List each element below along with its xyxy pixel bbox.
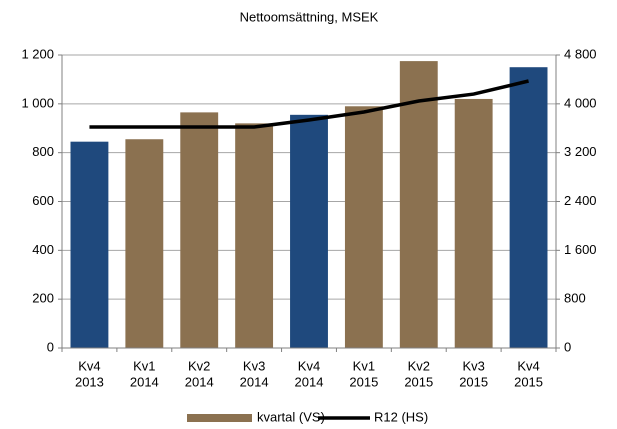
x-tick-label: Kv3 <box>462 358 484 373</box>
bar <box>125 139 164 348</box>
y-tick-label: 0 <box>47 339 54 354</box>
y2-tick-label: 3 200 <box>564 144 597 159</box>
x-tick-label: 2015 <box>514 374 543 389</box>
chart-title: Nettoomsättning, MSEK <box>240 9 379 24</box>
y-tick-label: 200 <box>32 291 54 306</box>
x-tick-label: Kv1 <box>353 358 375 373</box>
y2-tick-label: 2 400 <box>564 193 597 208</box>
legend-label: R12 (HS) <box>374 409 428 424</box>
y-tick-label: 1 000 <box>21 95 54 110</box>
bar <box>454 98 493 348</box>
y-tick-label: 1 200 <box>21 46 54 61</box>
y2-tick-label: 1 600 <box>564 242 597 257</box>
y2-tick-label: 4 800 <box>564 46 597 61</box>
x-tick-label: Kv1 <box>133 358 155 373</box>
y2-tick-label: 4 000 <box>564 95 597 110</box>
y2-tick-label: 800 <box>564 291 586 306</box>
legend-label: kvartal (VS) <box>257 409 325 424</box>
bar <box>180 112 219 348</box>
bar <box>399 61 438 349</box>
x-tick-label: Kv4 <box>298 358 320 373</box>
y-tick-label: 400 <box>32 242 54 257</box>
bar <box>70 141 109 348</box>
y2-tick-label: 0 <box>564 339 571 354</box>
x-tick-label: 2014 <box>185 374 214 389</box>
x-tick-label: 2014 <box>240 374 269 389</box>
x-tick-label: 2015 <box>404 374 433 389</box>
x-tick-label: Kv2 <box>408 358 430 373</box>
y-tick-label: 600 <box>32 193 54 208</box>
x-tick-label: 2015 <box>459 374 488 389</box>
x-tick-label: Kv4 <box>78 358 100 373</box>
x-tick-label: 2013 <box>75 374 104 389</box>
x-tick-label: Kv2 <box>188 358 210 373</box>
bar <box>344 106 383 349</box>
line <box>89 79 529 129</box>
bar <box>235 123 274 348</box>
x-tick-label: 2015 <box>349 374 378 389</box>
x-tick-label: 2014 <box>295 374 324 389</box>
bar <box>509 67 548 348</box>
x-tick-label: Kv3 <box>243 358 265 373</box>
legend-swatch <box>187 414 252 422</box>
bar <box>290 114 328 348</box>
x-tick-label: Kv4 <box>517 358 539 373</box>
y-tick-label: 800 <box>32 144 54 159</box>
x-tick-label: 2014 <box>130 374 159 389</box>
